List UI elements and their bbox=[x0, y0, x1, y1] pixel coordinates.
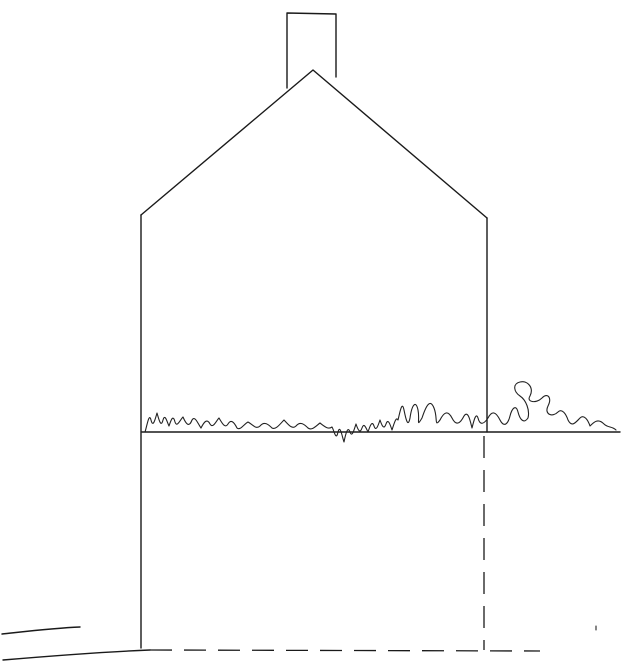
stray-line-left bbox=[1, 626, 81, 635]
baseline-dashed bbox=[149, 649, 541, 652]
baseline-solid bbox=[2, 649, 151, 661]
roof-outline bbox=[140, 69, 488, 219]
chimney-outline bbox=[286, 12, 337, 89]
grass-scribble bbox=[144, 381, 617, 443]
